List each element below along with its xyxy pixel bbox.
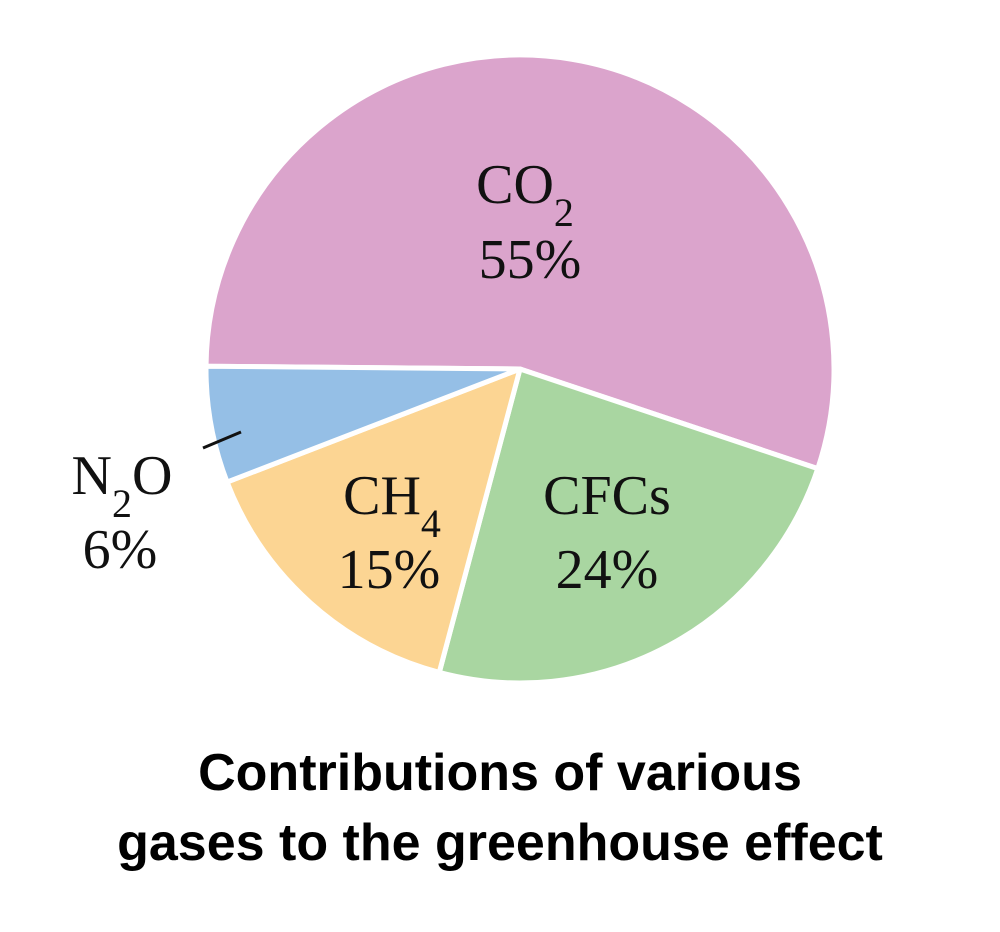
label-co2: CO2 xyxy=(476,154,574,235)
pie-slice-n2o xyxy=(203,363,523,485)
pie-chart: CO2 55% CFCs 24% CH4 15% N2O 6% xyxy=(71,52,837,686)
chart-title-line-1: Contributions of various xyxy=(198,744,802,802)
label-ch4: CH4 xyxy=(343,465,441,546)
label-n2o-sub: 2 xyxy=(112,481,132,526)
label-cfcs-percent: 24% xyxy=(556,539,659,601)
pie-slice-ch4 xyxy=(224,366,523,675)
label-co2-sub: 2 xyxy=(554,190,574,235)
label-co2-percent: 55% xyxy=(479,229,582,291)
pie-slice-cfcs xyxy=(436,366,821,686)
label-ch4-name: CH xyxy=(343,465,421,527)
chart-title: Contributions of various gases to the gr… xyxy=(0,738,1000,878)
label-co2-name: CO xyxy=(476,154,554,216)
label-ch4-sub: 4 xyxy=(421,501,441,546)
label-cfcs: CFCs xyxy=(543,465,671,527)
n2o-leader-line xyxy=(202,430,242,450)
label-n2o-suffix: O xyxy=(132,445,172,507)
chart-title-line-2: gases to the greenhouse effect xyxy=(117,814,883,872)
pie-slices xyxy=(203,52,837,686)
label-n2o: N2O xyxy=(72,445,173,526)
label-n2o-percent: 6% xyxy=(83,519,158,581)
label-ch4-percent: 15% xyxy=(338,539,441,601)
label-n2o-name: N xyxy=(72,445,112,507)
